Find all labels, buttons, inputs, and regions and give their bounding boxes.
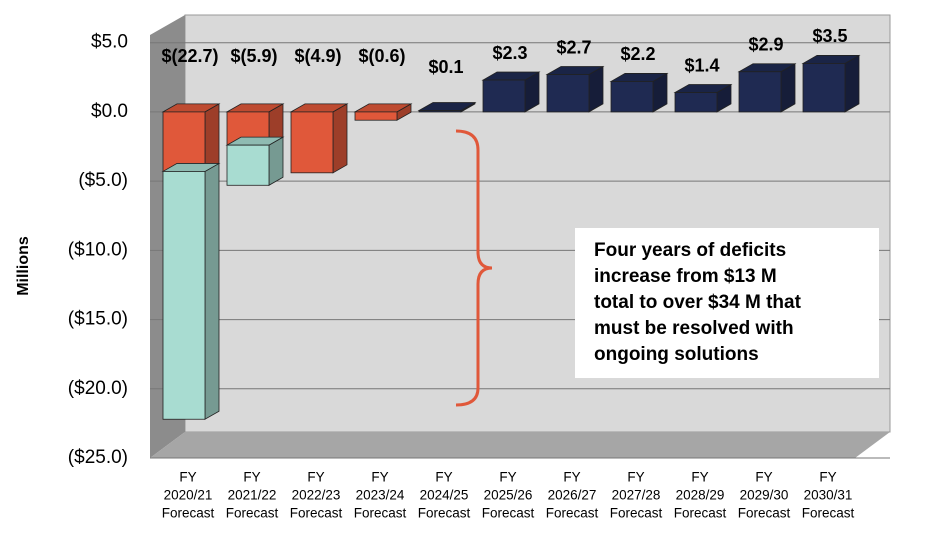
- x-tick-label: Forecast: [354, 506, 407, 521]
- x-tick-label: 2030/31: [804, 488, 853, 503]
- bar: [482, 79, 526, 113]
- x-tick-label: FY: [819, 470, 836, 485]
- bar: [674, 92, 718, 113]
- data-label: $2.2: [620, 44, 655, 64]
- bar: [226, 144, 270, 186]
- data-label: $(5.9): [230, 46, 277, 66]
- annotation-box: [575, 228, 879, 378]
- x-tick-label: Forecast: [738, 506, 791, 521]
- x-tick-label: FY: [307, 470, 324, 485]
- y-tick-label: ($15.0): [68, 309, 128, 330]
- x-tick-label: 2025/26: [484, 488, 533, 503]
- x-tick-label: FY: [627, 470, 644, 485]
- annotation-line: increase from $13 M: [594, 266, 777, 287]
- data-label: $(22.7): [161, 46, 218, 66]
- bar: [546, 74, 590, 113]
- x-tick-label: Forecast: [546, 506, 599, 521]
- bar: [738, 71, 782, 113]
- x-tick-label: Forecast: [482, 506, 535, 521]
- x-tick-label: 2026/27: [548, 488, 597, 503]
- y-tick-label: ($20.0): [68, 378, 128, 399]
- y-tick-label: ($5.0): [78, 170, 128, 191]
- x-tick-label: 2028/29: [676, 488, 725, 503]
- y-tick-label: $0.0: [91, 101, 128, 122]
- data-label: $2.7: [556, 37, 591, 57]
- annotation-line: Four years of deficits: [594, 240, 786, 261]
- bar: [610, 81, 654, 113]
- brace: [455, 129, 493, 407]
- x-tick-label: 2022/23: [292, 488, 341, 503]
- bar-side: [844, 54, 860, 113]
- bar: [290, 111, 334, 174]
- x-tick-label: FY: [691, 470, 708, 485]
- y-axis-label: Millions: [15, 236, 32, 296]
- x-tick-label: 2024/25: [420, 488, 469, 503]
- x-tick-label: FY: [179, 470, 196, 485]
- data-label: $0.1: [428, 57, 463, 77]
- annotation-line: total to over $34 M that: [594, 292, 802, 313]
- x-tick-label: Forecast: [226, 506, 279, 521]
- x-tick-label: Forecast: [418, 506, 471, 521]
- x-tick-label: 2021/22: [228, 488, 277, 503]
- x-tick-label: 2023/24: [356, 488, 405, 503]
- x-tick-label: Forecast: [802, 506, 855, 521]
- x-tick-label: Forecast: [610, 506, 663, 521]
- bar: [162, 111, 206, 172]
- bar-side: [204, 103, 220, 173]
- data-label: $(4.9): [294, 46, 341, 66]
- x-tick-label: 2029/30: [740, 488, 789, 503]
- x-tick-label: FY: [243, 470, 260, 485]
- x-tick-label: 2027/28: [612, 488, 661, 503]
- x-tick-label: FY: [499, 470, 516, 485]
- annotation-line: must be resolved with: [594, 318, 794, 339]
- bar-side: [204, 162, 220, 420]
- x-tick-label: 2020/21: [164, 488, 213, 503]
- x-tick-label: Forecast: [674, 506, 727, 521]
- x-tick-label: Forecast: [162, 506, 215, 521]
- data-label: $1.4: [684, 55, 719, 75]
- data-label: $(0.6): [358, 46, 405, 66]
- annotation-line: ongoing solutions: [594, 344, 759, 365]
- x-tick-label: FY: [371, 470, 388, 485]
- bar: [354, 111, 398, 121]
- data-label: $3.5: [812, 26, 847, 46]
- bars: [161, 54, 861, 420]
- annotation: Four years of deficits increase from $13 …: [594, 240, 802, 365]
- y-tick-label: ($10.0): [68, 239, 128, 260]
- floor: [150, 432, 890, 458]
- bar: [802, 63, 846, 113]
- x-tick-label: Forecast: [290, 506, 343, 521]
- bar: [162, 171, 206, 420]
- y-tick-label: ($25.0): [68, 447, 128, 468]
- x-tick-label: FY: [435, 470, 452, 485]
- bar-side: [332, 103, 348, 174]
- bar: [418, 110, 462, 113]
- data-label: $2.9: [748, 35, 783, 55]
- y-tick-label: $5.0: [91, 32, 128, 53]
- data-label: $2.3: [492, 43, 527, 63]
- x-tick-label: FY: [755, 470, 772, 485]
- x-tick-label: FY: [563, 470, 580, 485]
